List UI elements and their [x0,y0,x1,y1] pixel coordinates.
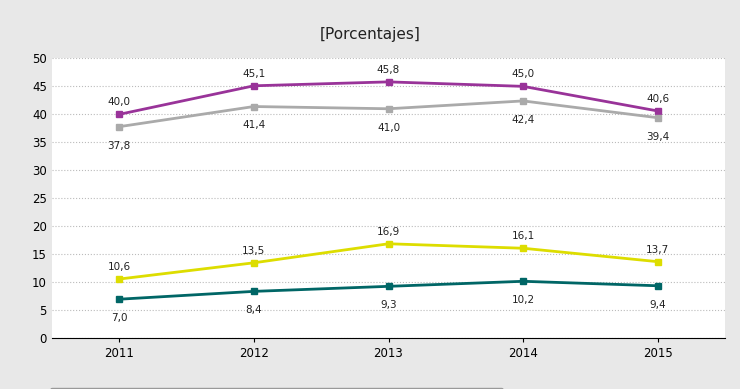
Text: 41,4: 41,4 [242,121,266,130]
Text: 13,7: 13,7 [646,245,670,255]
Text: 45,1: 45,1 [242,69,266,79]
Text: 9,4: 9,4 [650,300,666,310]
Text: 9,3: 9,3 [380,300,397,310]
Text: 16,1: 16,1 [511,231,535,241]
Text: 8,4: 8,4 [246,305,262,315]
Text: 45,0: 45,0 [511,69,535,79]
Text: 10,2: 10,2 [511,295,535,305]
Text: 40,6: 40,6 [646,94,670,104]
Text: 13,5: 13,5 [242,246,266,256]
Text: 41,0: 41,0 [377,123,400,133]
Text: 7,0: 7,0 [111,313,127,323]
Text: 37,8: 37,8 [107,140,131,151]
Legend: No puede permitirse ir de vacaciones fuera de casa al menos una semana al año, N: No puede permitirse ir de vacaciones fue… [50,388,503,389]
Text: 40,0: 40,0 [107,97,131,107]
Text: 45,8: 45,8 [377,65,400,75]
Text: [Porcentajes]: [Porcentajes] [320,27,420,42]
Text: 39,4: 39,4 [646,131,670,142]
Text: 16,9: 16,9 [377,227,400,237]
Text: 10,6: 10,6 [107,262,131,272]
Text: 42,4: 42,4 [511,115,535,125]
